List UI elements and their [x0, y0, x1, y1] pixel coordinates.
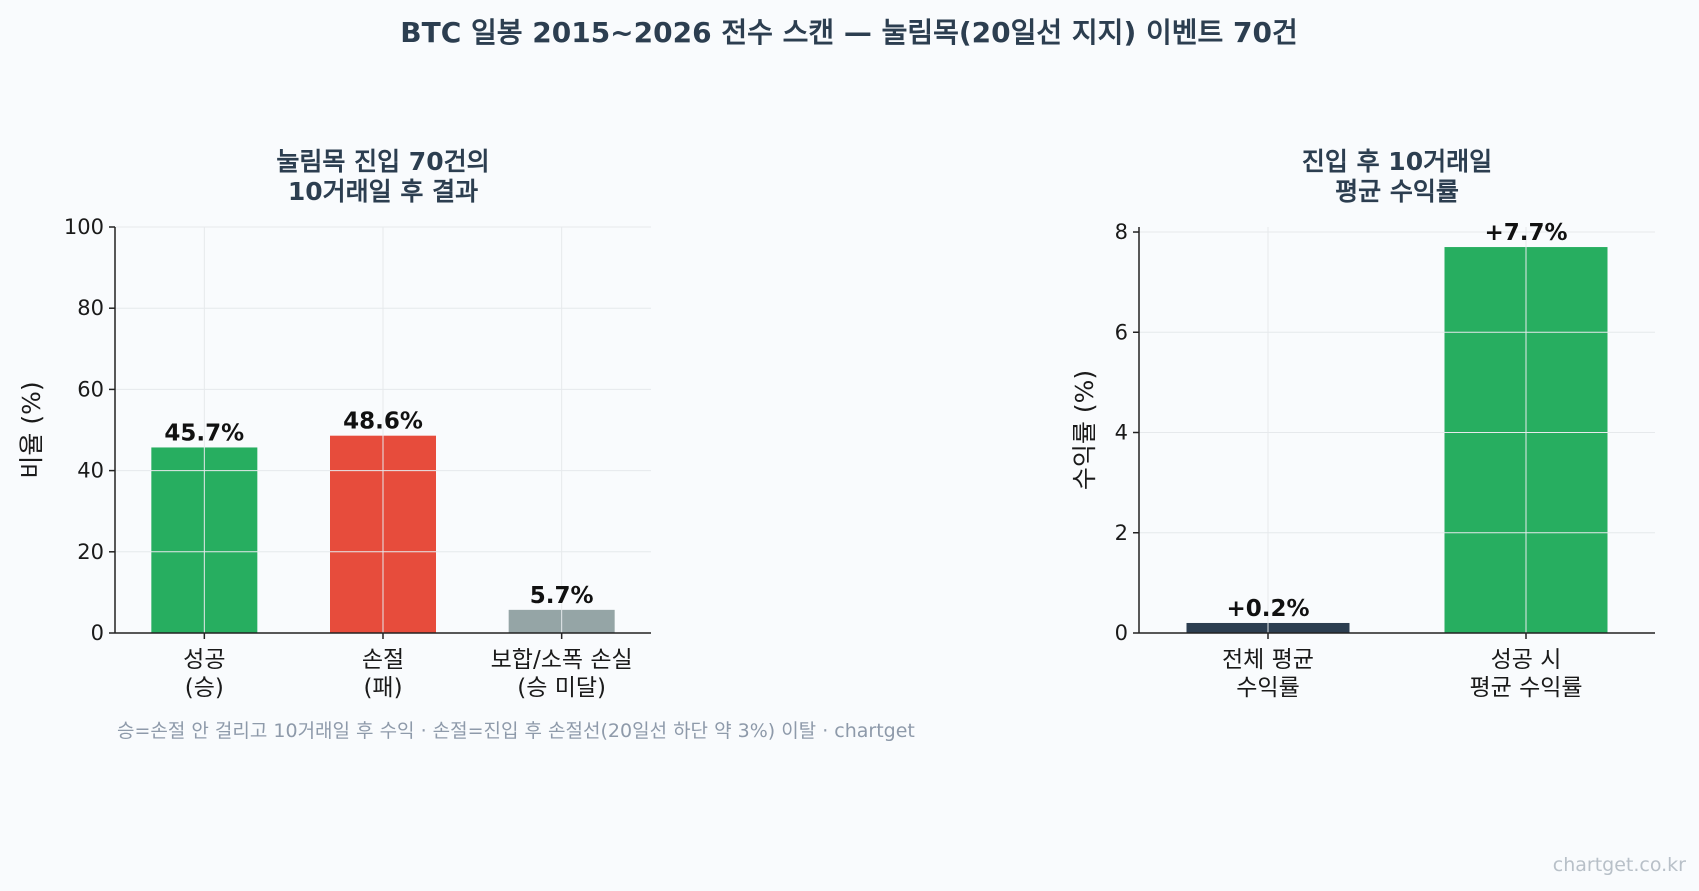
- x-tick-label: 전체 평균: [1222, 647, 1314, 673]
- x-tick-label: 수익률: [1236, 675, 1299, 701]
- x-tick-label: 평균 수익률: [1469, 675, 1582, 701]
- y-tick-label: 0: [91, 621, 104, 645]
- bars: [1186, 247, 1608, 633]
- y-axis-label: 비율 (%): [17, 381, 46, 478]
- figure-title: BTC 일봉 2015~2026 전수 스캔 — 눌림목(20일선 지지) 이벤…: [400, 16, 1298, 49]
- y-tick-label: 0: [1115, 621, 1128, 645]
- y-tick-label: 100: [64, 215, 104, 239]
- y-axis-label: 수익률 (%): [1070, 370, 1099, 490]
- data-label: 45.7%: [164, 420, 244, 446]
- x-tick-label: (패): [363, 675, 402, 701]
- footnote: 승=손절 안 걸리고 10거래일 후 수익 · 손절=진입 후 손절선(20일선…: [117, 720, 915, 742]
- y-tick-label: 4: [1115, 421, 1128, 445]
- y-tick-label: 6: [1115, 320, 1128, 344]
- x-tick-label: (승 미달): [517, 675, 606, 701]
- y-tick-label: 40: [77, 459, 104, 483]
- x-tick-label: 성공 시: [1491, 647, 1562, 673]
- data-label: 48.6%: [343, 409, 423, 435]
- chart-title-line: 10거래일 후 결과: [288, 177, 478, 206]
- y-tick-label: 2: [1115, 521, 1128, 545]
- data-label: 5.7%: [530, 583, 594, 609]
- y-tick-label: 20: [77, 540, 104, 564]
- gridlines: [1139, 227, 1655, 634]
- data-label: +0.2%: [1226, 596, 1309, 622]
- x-tick-label: 성공: [183, 647, 225, 673]
- x-tick-label: 보합/소폭 손실: [491, 647, 633, 673]
- chart-title-line: 눌림목 진입 70건의: [276, 147, 489, 176]
- y-tick-label: 60: [77, 377, 104, 401]
- x-tick-label: 손절: [362, 647, 404, 673]
- chart-title-line: 진입 후 10거래일: [1302, 147, 1492, 176]
- gridlines: [115, 226, 651, 634]
- watermark: chartget.co.kr: [1553, 854, 1686, 876]
- chart-title-line: 평균 수익률: [1335, 177, 1459, 206]
- y-tick-label: 80: [77, 296, 104, 320]
- x-tick-label: (승): [185, 675, 224, 701]
- data-label: +7.7%: [1484, 220, 1567, 246]
- y-tick-label: 8: [1115, 220, 1128, 244]
